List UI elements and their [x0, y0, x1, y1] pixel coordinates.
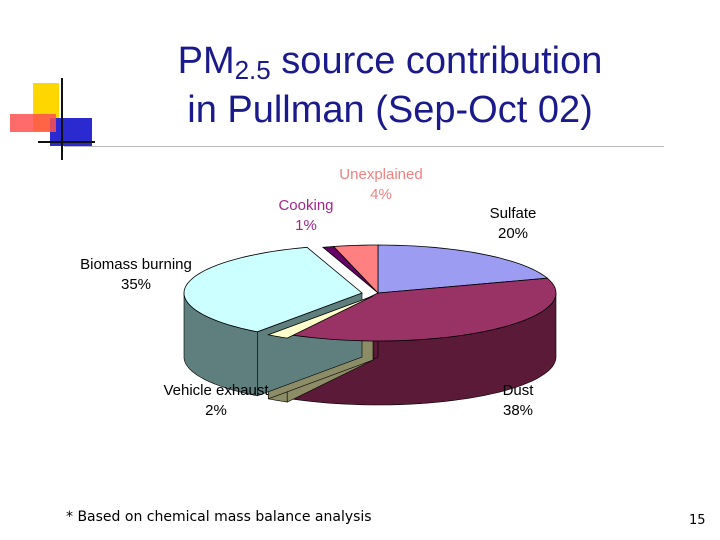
- title-subscript: 2.5: [234, 55, 271, 85]
- label-percent-sulfate: 20%: [498, 225, 528, 242]
- label-cooking: Cooking: [278, 197, 333, 214]
- label-unexplained: Unexplained: [339, 166, 422, 183]
- label-biomass-burning: Biomass burning: [80, 256, 192, 273]
- slide-title: PM2.5 source contribution in Pullman (Se…: [130, 38, 650, 133]
- title-main: PM: [177, 40, 235, 82]
- pie-slice-biomass-burning: [183, 246, 363, 333]
- title-line-2: in Pullman (Sep-Oct 02): [187, 89, 593, 131]
- page-number: 15: [689, 513, 706, 528]
- label-dust: Dust: [503, 382, 535, 399]
- title-rest: source contribution: [270, 40, 603, 82]
- pie-slice-vehicle-exhaust: [266, 295, 374, 339]
- footnote: * Based on chemical mass balance analysi…: [66, 509, 372, 525]
- label-vehicle-exhaust: Vehicle exhaust: [163, 382, 269, 399]
- label-sulfate: Sulfate: [490, 205, 537, 222]
- pie-slice-sulfate: [377, 244, 549, 294]
- label-percent-vehicle-exhaust: 2%: [205, 402, 227, 419]
- pie-slice-cooking: [321, 246, 379, 294]
- slide-logo-decoration: [10, 78, 95, 160]
- label-percent-cooking: 1%: [295, 217, 317, 234]
- label-percent-biomass-burning: 35%: [121, 276, 151, 293]
- title-divider: [64, 146, 664, 147]
- pie-slice-unexplained: [332, 244, 379, 294]
- pie-slice-dust: [290, 277, 557, 342]
- label-percent-dust: 38%: [503, 402, 533, 419]
- label-percent-unexplained: 4%: [370, 186, 392, 203]
